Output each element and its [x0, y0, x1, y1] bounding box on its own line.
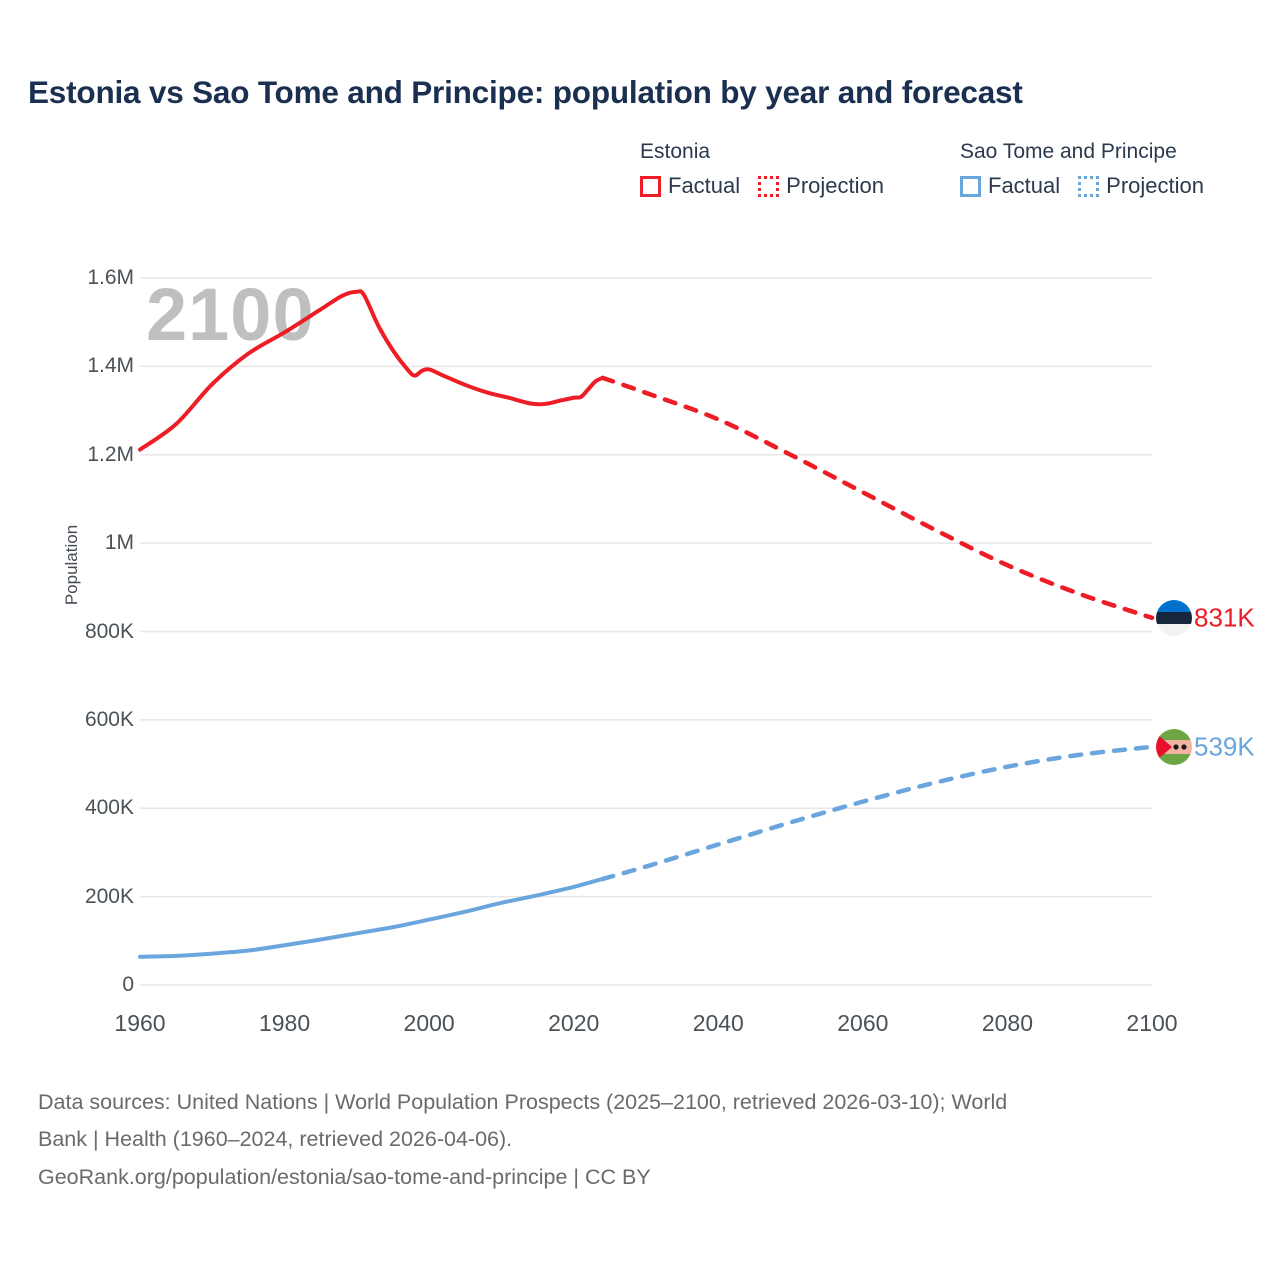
y-axis-tick: 600K — [84, 707, 134, 731]
footer-sources: Data sources: United Nations | World Pop… — [38, 1086, 1238, 1194]
legend-swatch-dotted-icon — [1078, 175, 1100, 197]
legend-item-label: Factual — [988, 173, 1061, 198]
estonia-end-value-label: 831K — [1194, 602, 1255, 633]
estonia-flag-icon — [1156, 599, 1192, 636]
y-axis-tick: 400K — [84, 796, 134, 820]
footer-line-1: Data sources: United Nations | World Pop… — [38, 1090, 1008, 1114]
y-axis-tick: 1.6M — [87, 266, 134, 289]
legend-item-stp-factual[interactable]: Factual — [960, 173, 1060, 199]
legend-swatch-solid-icon — [640, 175, 661, 197]
footer-line-2: Bank | Health (1960–2024, retrieved 2026… — [38, 1127, 513, 1152]
page-title: Estonia vs Sao Tome and Principe: popula… — [28, 74, 1023, 110]
legend-item-estonia-factual[interactable]: Factual — [640, 173, 740, 199]
legend-item-stp-projection[interactable]: Projection — [1078, 173, 1204, 199]
year-watermark: 2100 — [146, 273, 315, 356]
x-axis-tick: 2040 — [692, 1010, 744, 1036]
legend-item-estonia-projection[interactable]: Projection — [758, 173, 884, 199]
chart-legend: Estonia Factual Projection Sao Tome and … — [640, 140, 1260, 220]
legend-swatch-dotted-icon — [758, 175, 780, 197]
x-axis-tick: 2060 — [837, 1010, 889, 1036]
sao-tome-and-principe-flag-icon — [1156, 728, 1192, 765]
y-axis-tick: 1.4M — [87, 354, 134, 378]
legend-swatch-solid-icon — [960, 175, 981, 197]
x-axis-tick: 2100 — [1126, 1010, 1178, 1036]
gridlines — [140, 277, 1152, 986]
x-axis-tick: 1960 — [114, 1010, 166, 1036]
series-line-estonia-projection — [600, 375, 1155, 621]
y-axis-tick: 200K — [84, 884, 134, 908]
legend-item-label: Factual — [668, 173, 741, 198]
legend-country-name: Sao Tome and Principe — [960, 140, 1177, 163]
legend-item-label: Projection — [1106, 173, 1204, 198]
x-axis-tick: 2020 — [548, 1010, 600, 1036]
series-line-sao-tome-and-principe-factual — [138, 876, 605, 959]
legend-group-sao-tome-and-principe: Sao Tome and Principe Factual Projection — [960, 140, 1204, 199]
y-axis-tick: 1M — [104, 531, 134, 555]
footer-line-3: GeoRank.org/population/estonia/sao-tome-… — [38, 1164, 651, 1189]
series-lines — [138, 289, 1155, 959]
x-axis-tick: 2080 — [981, 1010, 1033, 1036]
legend-group-estonia: Estonia Factual Projection — [640, 140, 884, 199]
x-axis-tick: 2000 — [403, 1010, 455, 1036]
series-line-estonia-factual — [138, 289, 605, 452]
y-axis-tick: 1.2M — [87, 442, 134, 466]
x-axis-tick: 1980 — [258, 1010, 311, 1036]
legend-item-label: Projection — [786, 173, 884, 198]
series-line-sao-tome-and-principe-projection — [600, 744, 1155, 882]
y-axis-tick: 800K — [84, 619, 134, 643]
legend-country-name: Estonia — [640, 140, 711, 163]
sao-tome-and-principe-end-value-label: 539K — [1194, 731, 1255, 762]
y-axis-tick: 0 — [122, 973, 134, 996]
